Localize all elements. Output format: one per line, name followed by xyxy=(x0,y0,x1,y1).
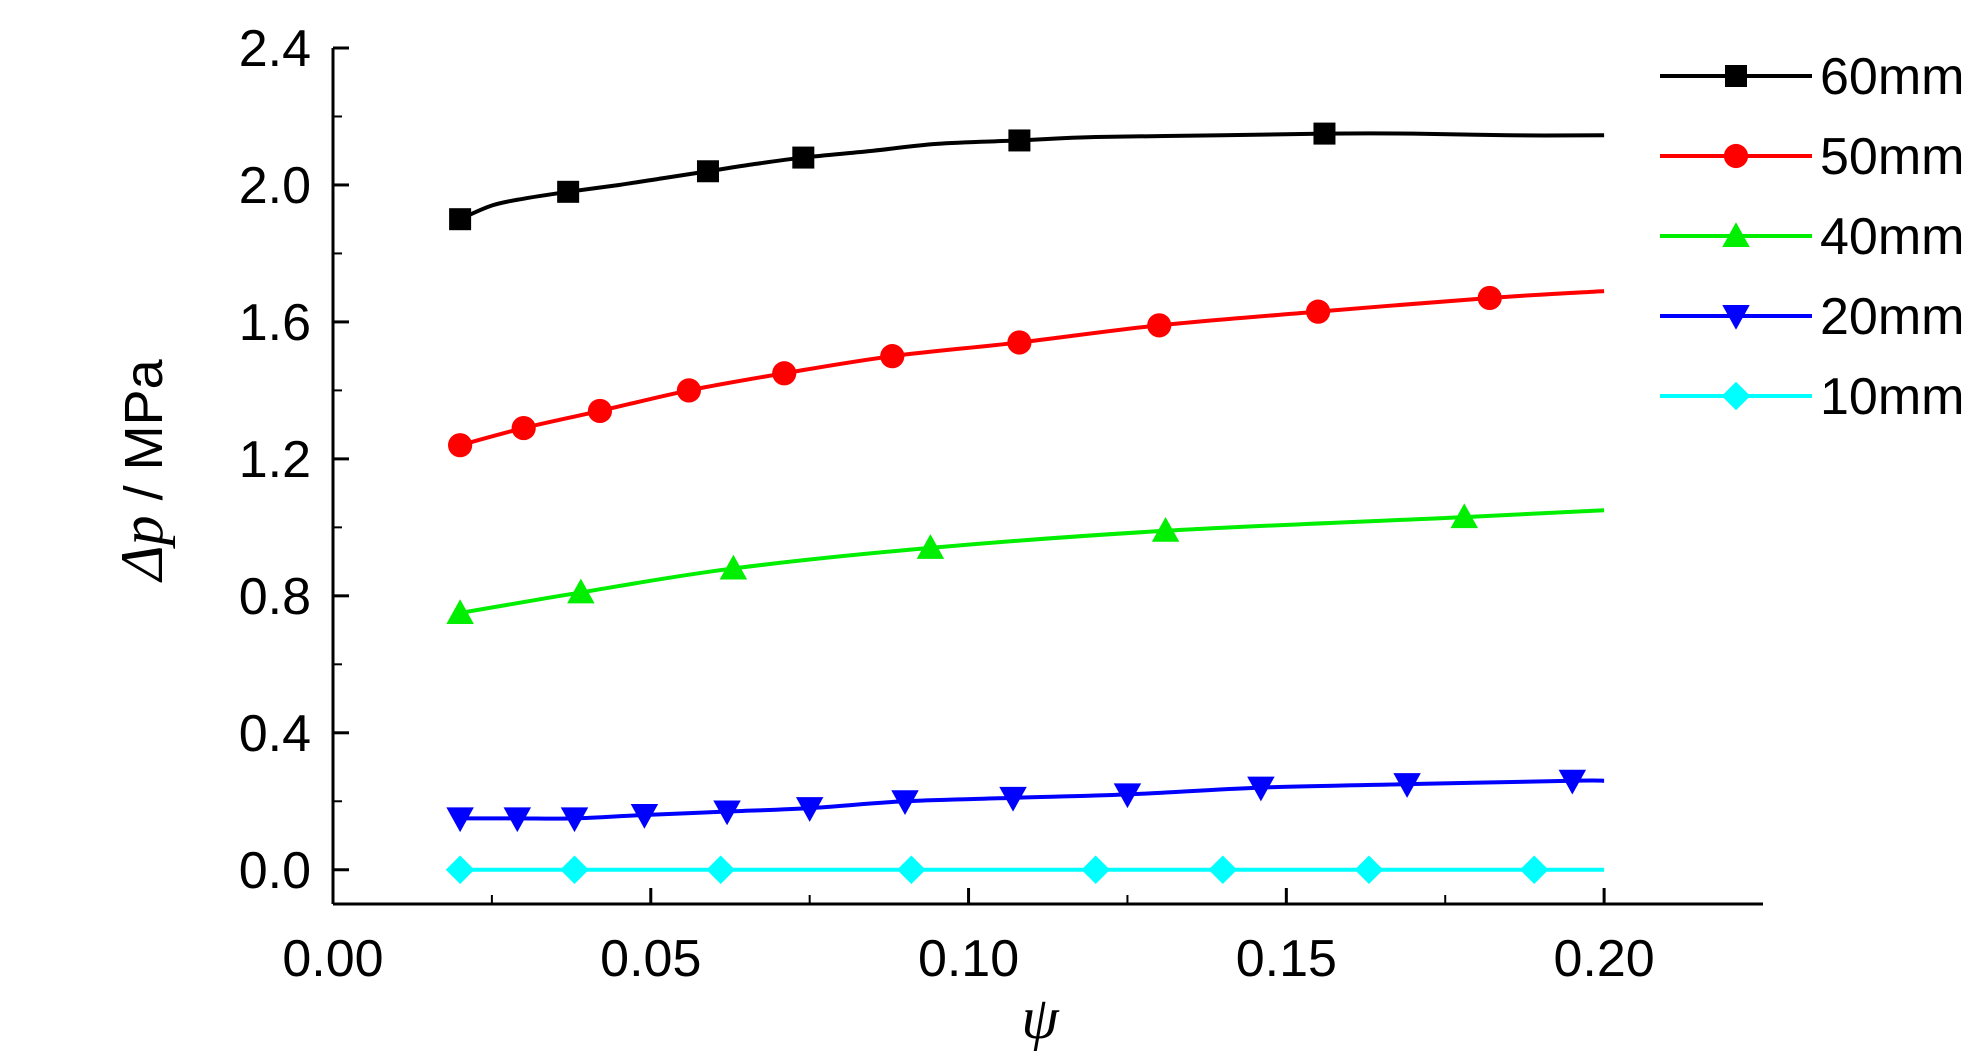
data-point-square xyxy=(696,160,719,183)
legend-label: 40mm xyxy=(1820,208,1964,266)
y-tick-label: 2.4 xyxy=(239,20,311,78)
data-point-circle xyxy=(448,433,473,458)
data-point-triangle-down xyxy=(999,786,1027,812)
data-point-triangle-up xyxy=(719,554,748,580)
legend-item: 60mm xyxy=(1660,48,1964,106)
data-point-circle xyxy=(1007,330,1032,355)
legend-item: 50mm xyxy=(1660,128,1964,186)
y-axis-label: Δp / MPa xyxy=(109,358,175,582)
data-point-diamond xyxy=(1208,855,1238,885)
y-axis-label-symbol: Δp xyxy=(109,515,175,582)
data-point-triangle-up xyxy=(567,578,595,604)
data-point-diamond xyxy=(1081,855,1110,885)
y-tick-label: 0.0 xyxy=(239,842,311,900)
x-tick-label: 0.15 xyxy=(1236,930,1337,988)
data-point-triangle-down xyxy=(795,797,824,822)
y-tick-label: 1.6 xyxy=(239,294,311,352)
series-50mm xyxy=(448,285,1605,458)
data-point-triangle-down xyxy=(1113,783,1142,809)
data-point-triangle-down xyxy=(446,807,474,833)
x-tick-label: 0.00 xyxy=(282,930,383,988)
data-point-circle xyxy=(1477,285,1502,311)
data-point-square xyxy=(557,180,580,203)
legend-label: 60mm xyxy=(1820,48,1964,106)
data-point-triangle-up xyxy=(916,534,945,559)
y-axis-label-unit: / MPa xyxy=(114,358,174,515)
data-point-triangle-down xyxy=(713,800,741,826)
data-point-diamond xyxy=(1354,855,1384,885)
series-line xyxy=(459,508,1605,615)
data-point-diamond xyxy=(706,855,735,885)
series-40mm xyxy=(446,503,1605,624)
data-point-diamond xyxy=(1721,381,1751,411)
y-tick-label: 2.0 xyxy=(239,157,311,215)
data-point-square xyxy=(1313,122,1336,145)
data-point-circle xyxy=(1306,299,1331,324)
data-point-diamond xyxy=(897,855,926,885)
legend-label: 20mm xyxy=(1820,288,1964,346)
legend-item: 40mm xyxy=(1660,208,1964,266)
data-point-circle xyxy=(587,398,613,424)
y-tick-label: 0.4 xyxy=(239,705,311,763)
x-axis-ticks: 0.00 0.05 0.10 0.15 0.20 xyxy=(282,888,1655,988)
x-tick-label: 0.20 xyxy=(1554,930,1655,988)
data-point-square xyxy=(1008,129,1031,152)
series-layer xyxy=(445,122,1605,885)
series-10mm xyxy=(445,855,1605,885)
data-point-triangle-down xyxy=(503,807,532,833)
data-point-circle xyxy=(511,415,536,441)
legend-label: 10mm xyxy=(1820,368,1964,426)
data-point-circle xyxy=(1147,313,1172,338)
data-point-triangle-down xyxy=(891,790,919,816)
data-point-circle xyxy=(1723,143,1749,169)
data-point-diamond xyxy=(1519,855,1549,885)
data-point-triangle-down xyxy=(1247,776,1275,802)
y-axis-ticks: 0.0 0.4 0.8 1.2 1.6 2.0 2.4 xyxy=(239,20,349,900)
data-point-triangle-down xyxy=(1558,769,1587,795)
legend-item: 20mm xyxy=(1660,288,1964,346)
data-point-square xyxy=(792,146,815,169)
legend-label: 50mm xyxy=(1820,128,1964,186)
x-axis-label: ψ xyxy=(1021,985,1060,1051)
y-tick-label: 0.8 xyxy=(239,568,311,626)
data-point-diamond xyxy=(560,855,589,885)
series-20mm xyxy=(446,769,1605,833)
data-point-triangle-up xyxy=(1151,517,1180,542)
series-line xyxy=(459,289,1605,448)
x-tick-label: 0.05 xyxy=(600,930,701,988)
data-point-square xyxy=(449,208,472,231)
data-point-circle xyxy=(676,378,702,403)
data-point-triangle-down xyxy=(560,807,589,833)
data-point-triangle-up xyxy=(1450,503,1479,529)
data-point-triangle-up xyxy=(1722,222,1750,247)
y-tick-label: 1.2 xyxy=(239,431,311,489)
data-point-diamond xyxy=(445,855,475,885)
data-point-triangle-down xyxy=(630,803,659,829)
legend: 60mm 50mm 40mm 20mm 10mm xyxy=(1660,48,1964,426)
data-point-triangle-up xyxy=(446,599,474,624)
legend-item: 10mm xyxy=(1660,368,1964,426)
data-point-square xyxy=(1725,65,1747,87)
series-60mm xyxy=(449,122,1605,231)
series-line xyxy=(460,778,1605,821)
data-point-circle xyxy=(772,361,797,386)
series-line xyxy=(459,131,1605,222)
data-point-triangle-down xyxy=(1722,305,1750,330)
axes xyxy=(331,48,1763,906)
data-point-triangle-down xyxy=(1393,773,1421,798)
data-point-circle xyxy=(880,344,905,369)
x-tick-label: 0.10 xyxy=(918,930,1019,988)
